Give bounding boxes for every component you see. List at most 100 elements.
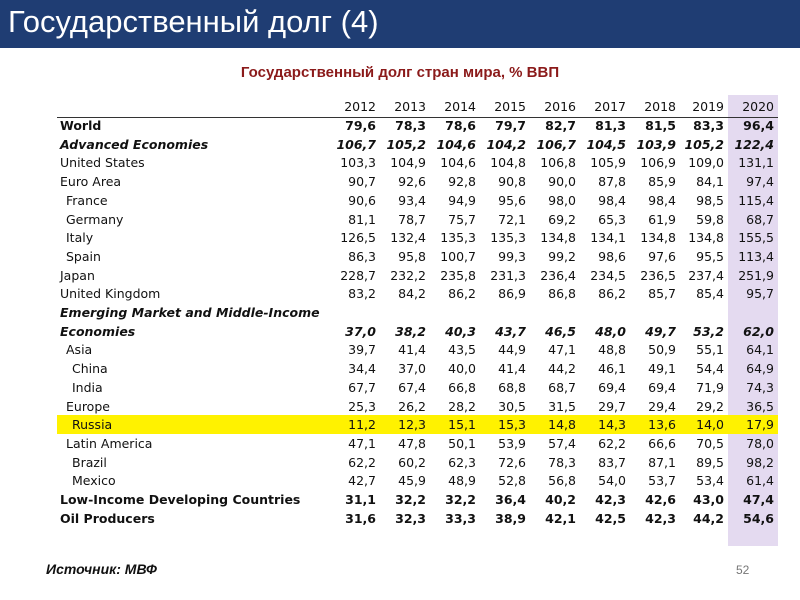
cell-value: 32,2 — [395, 492, 426, 507]
row-label: Japan — [60, 267, 95, 283]
page-number: 52 — [736, 563, 750, 577]
cell-value: 67,7 — [348, 379, 376, 395]
cell-value: 87,1 — [648, 454, 676, 470]
cell-value: 14,3 — [598, 417, 626, 433]
cell-value: 78,3 — [395, 118, 426, 133]
row-label: Spain — [66, 248, 101, 264]
cell-value: 68,7 — [746, 211, 774, 227]
cell-value: 82,7 — [545, 118, 576, 133]
cell-value: 106,9 — [640, 155, 676, 171]
cell-value: 48,9 — [448, 473, 476, 489]
cell-value: 68,8 — [498, 379, 526, 395]
cell-value: 98,5 — [696, 192, 724, 208]
cell-value: 237,4 — [688, 267, 724, 283]
cell-value: 36,4 — [495, 492, 526, 507]
cell-value: 132,4 — [390, 230, 426, 246]
row-label: Russia — [72, 417, 113, 433]
cell-value: 105,2 — [684, 136, 724, 152]
cell-value: 62,2 — [598, 435, 626, 451]
cell-value: 105,2 — [386, 136, 426, 152]
cell-value: 104,6 — [436, 136, 476, 152]
cell-value: 11,2 — [348, 417, 376, 433]
cell-value: 55,1 — [696, 342, 724, 358]
cell-value: 97,6 — [648, 248, 676, 264]
cell-value: 42,1 — [545, 510, 576, 526]
cell-value: 64,1 — [746, 342, 774, 358]
cell-value: 12,3 — [398, 417, 426, 433]
column-header: 2018 — [644, 99, 676, 114]
cell-value: 74,3 — [746, 379, 774, 395]
cell-value: 86,2 — [598, 286, 626, 302]
cell-value: 90,0 — [548, 174, 576, 190]
cell-value: 39,7 — [348, 342, 376, 358]
cell-value: 71,9 — [696, 379, 724, 395]
column-header: 2013 — [394, 99, 426, 114]
cell-value: 251,9 — [738, 267, 774, 283]
row-label: Economies — [60, 323, 136, 339]
cell-value: 90,6 — [348, 192, 376, 208]
cell-value: 104,9 — [390, 155, 426, 171]
cell-value: 95,6 — [498, 192, 526, 208]
cell-value: 14,8 — [548, 417, 576, 433]
row-label: Brazil — [72, 454, 107, 470]
cell-value: 66,6 — [648, 435, 676, 451]
cell-value: 104,6 — [440, 155, 476, 171]
cell-value: 62,0 — [743, 323, 774, 339]
cell-value: 78,7 — [398, 211, 426, 227]
cell-value: 31,1 — [345, 492, 376, 507]
cell-value: 41,4 — [498, 361, 526, 377]
slide-title: Государственный долг (4) — [8, 4, 379, 39]
row-label: Asia — [66, 342, 93, 358]
cell-value: 42,6 — [645, 492, 676, 507]
cell-value: 78,3 — [548, 454, 576, 470]
cell-value: 29,2 — [696, 398, 724, 414]
cell-value: 47,8 — [398, 435, 426, 451]
cell-value: 92,6 — [398, 174, 426, 190]
cell-value: 83,3 — [693, 118, 724, 133]
title-bar — [0, 0, 800, 48]
source: Источник: МВФ — [46, 561, 157, 577]
cell-value: 93,4 — [398, 192, 426, 208]
cell-value: 57,4 — [548, 435, 576, 451]
cell-value: 42,3 — [645, 510, 676, 526]
cell-value: 40,0 — [448, 361, 476, 377]
cell-value: 48,0 — [595, 323, 626, 339]
cell-value: 29,7 — [598, 398, 626, 414]
cell-value: 135,3 — [440, 230, 476, 246]
cell-value: 31,5 — [548, 398, 576, 414]
cell-value: 98,2 — [746, 454, 774, 470]
cell-value: 66,8 — [448, 379, 476, 395]
column-header: 2014 — [444, 99, 476, 114]
row-label: United Kingdom — [60, 286, 161, 302]
column-header: 2015 — [494, 99, 526, 114]
cell-value: 32,3 — [395, 510, 426, 526]
cell-value: 38,9 — [495, 510, 526, 526]
cell-value: 28,2 — [448, 398, 476, 414]
cell-value: 41,4 — [398, 342, 426, 358]
cell-value: 36,5 — [746, 398, 774, 414]
row-label: Euro Area — [60, 174, 122, 190]
cell-value: 97,4 — [746, 174, 774, 190]
cell-value: 44,2 — [693, 510, 724, 526]
cell-value: 70,5 — [696, 435, 724, 451]
cell-value: 134,8 — [540, 230, 576, 246]
row-label: Advanced Economies — [60, 136, 209, 152]
cell-value: 109,0 — [688, 155, 724, 171]
cell-value: 72,1 — [498, 211, 526, 227]
row-label: Emerging Market and Middle-Income — [60, 305, 320, 320]
cell-value: 85,7 — [648, 286, 676, 302]
cell-value: 37,0 — [398, 361, 426, 377]
cell-value: 53,2 — [693, 323, 724, 339]
cell-value: 134,8 — [688, 230, 724, 246]
cell-value: 95,8 — [398, 248, 426, 264]
cell-value: 29,4 — [648, 398, 676, 414]
cell-value: 42,5 — [595, 510, 626, 526]
header-rule — [57, 117, 778, 118]
cell-value: 103,3 — [340, 155, 376, 171]
cell-value: 50,9 — [648, 342, 676, 358]
cell-value: 86,3 — [348, 248, 376, 264]
cell-value: 49,1 — [648, 361, 676, 377]
cell-value: 113,4 — [738, 248, 774, 264]
cell-value: 32,2 — [445, 492, 476, 507]
